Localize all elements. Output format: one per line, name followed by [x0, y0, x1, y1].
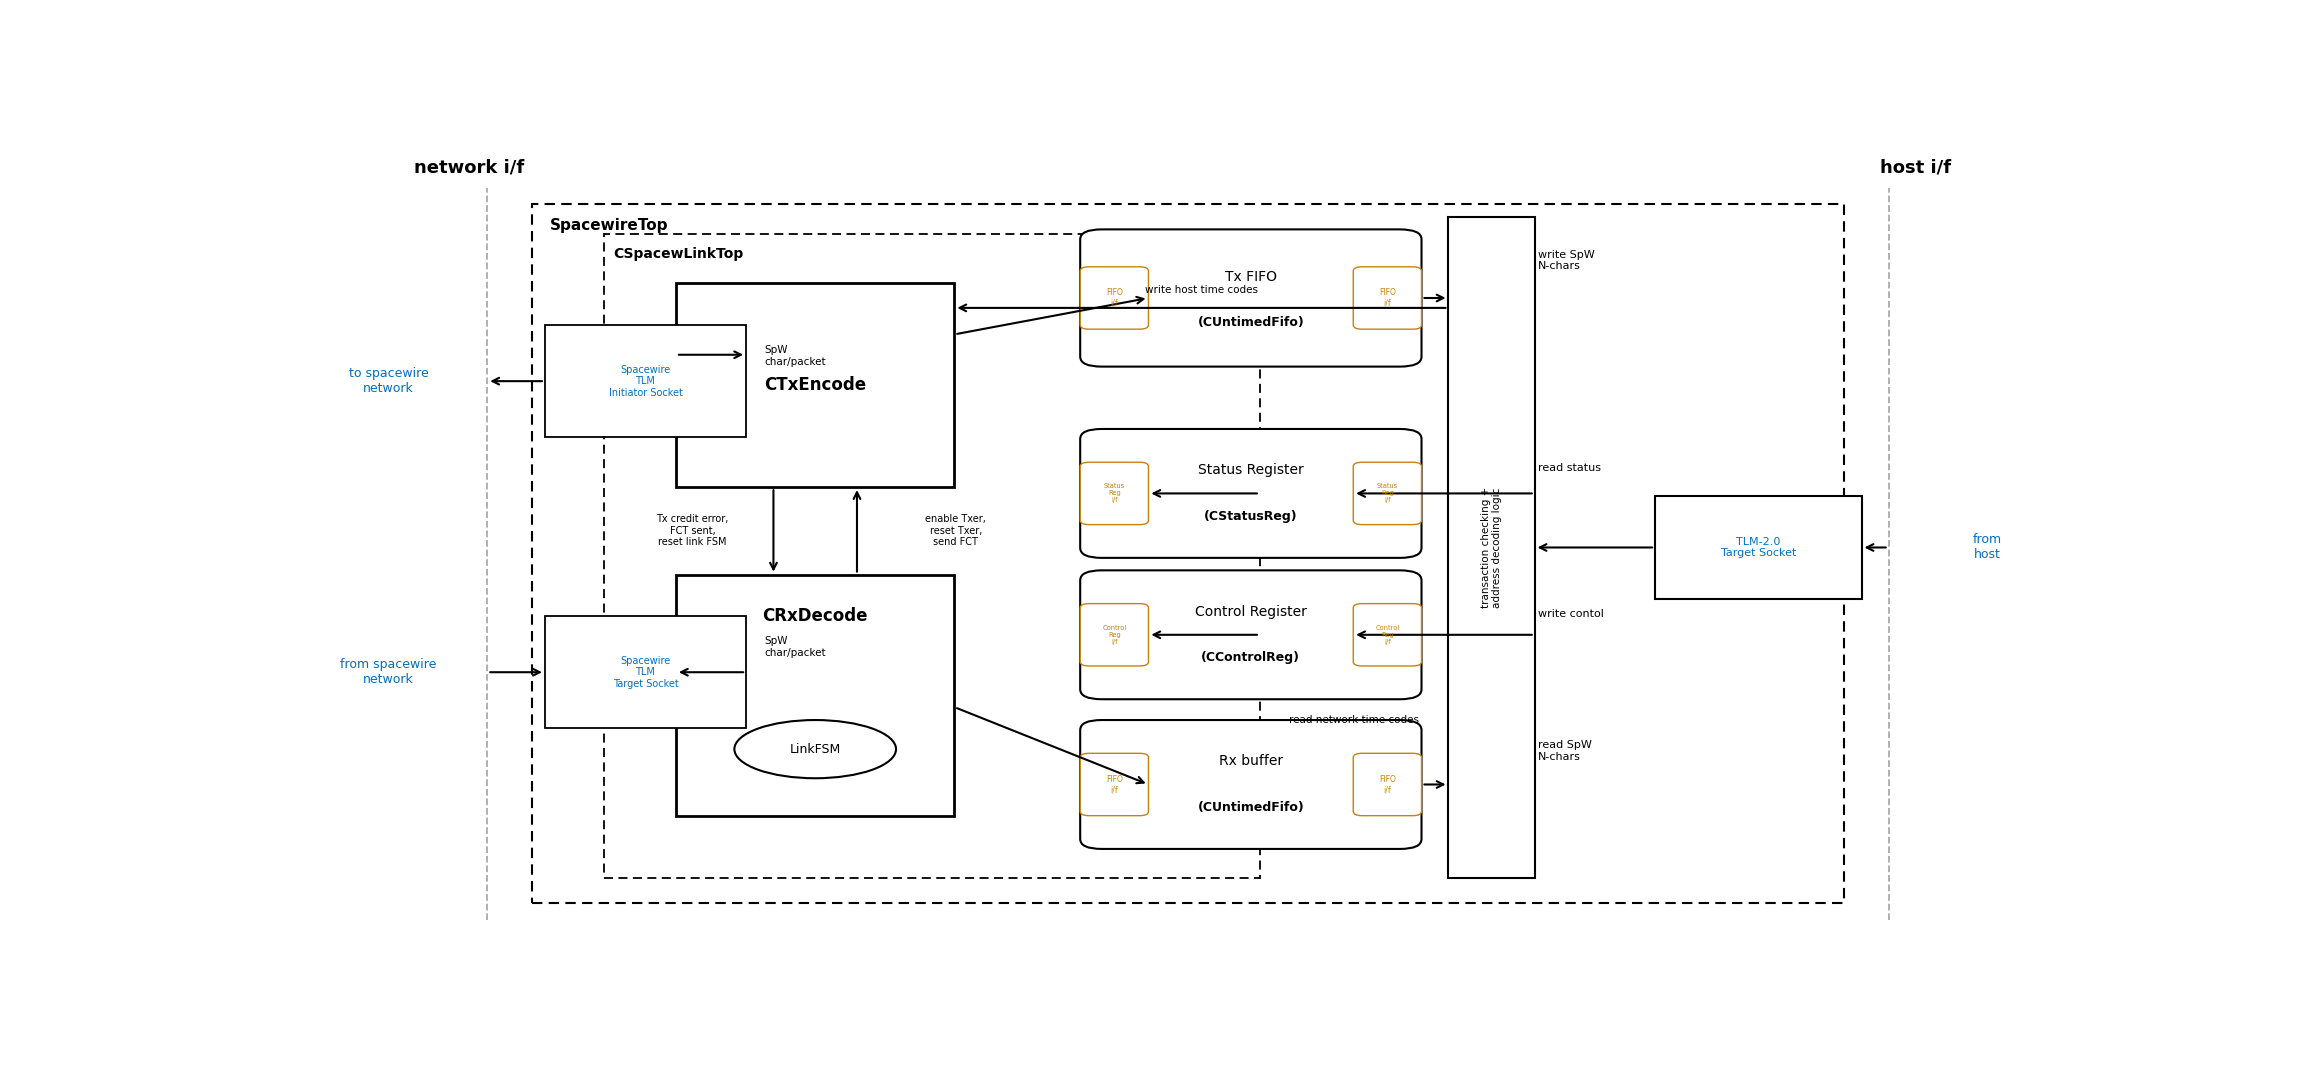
FancyBboxPatch shape	[1080, 754, 1147, 815]
Text: to spacewire
network: to spacewire network	[348, 367, 429, 395]
Text: Spacewire
TLM
Target Socket: Spacewire TLM Target Socket	[612, 656, 679, 689]
Text: Tx FIFO: Tx FIFO	[1224, 270, 1277, 284]
Bar	[677, 283, 955, 487]
Bar	[1655, 496, 1861, 599]
Text: Control
Reg
i/f: Control Reg i/f	[1101, 625, 1127, 645]
Text: write contol: write contol	[1539, 609, 1604, 619]
Text: read network time codes: read network time codes	[1289, 715, 1419, 725]
Text: transaction checking +
address decoding logic: transaction checking + address decoding …	[1481, 487, 1502, 608]
Text: Status
Reg
i/f: Status Reg i/f	[1103, 484, 1124, 503]
FancyBboxPatch shape	[1080, 570, 1421, 699]
Text: Rx buffer: Rx buffer	[1219, 754, 1282, 768]
FancyBboxPatch shape	[1080, 267, 1147, 329]
Text: CSpacewLinkTop: CSpacewLinkTop	[614, 247, 744, 261]
Text: FIFO
i/f: FIFO i/f	[1379, 774, 1395, 794]
Text: TLM-2.0
Target Socket: TLM-2.0 Target Socket	[1720, 537, 1796, 558]
FancyBboxPatch shape	[1080, 429, 1421, 558]
Text: Control
Reg
i/f: Control Reg i/f	[1375, 625, 1400, 645]
Text: read status: read status	[1539, 463, 1602, 473]
FancyBboxPatch shape	[1080, 462, 1147, 525]
Bar	[545, 325, 746, 437]
Text: enable Txer,
reset Txer,
send FCT: enable Txer, reset Txer, send FCT	[925, 514, 985, 548]
Bar	[545, 616, 746, 728]
Text: read SpW
N-chars: read SpW N-chars	[1539, 741, 1592, 762]
FancyBboxPatch shape	[1354, 267, 1421, 329]
FancyBboxPatch shape	[1354, 604, 1421, 666]
Text: (CUntimedFifo): (CUntimedFifo)	[1198, 801, 1305, 814]
Text: Status Register: Status Register	[1198, 463, 1303, 477]
Text: (CUntimedFifo): (CUntimedFifo)	[1198, 316, 1305, 329]
Text: FIFO
i/f: FIFO i/f	[1379, 288, 1395, 308]
Text: from
host: from host	[1973, 534, 2003, 562]
Ellipse shape	[735, 720, 897, 779]
Text: (CStatusReg): (CStatusReg)	[1203, 510, 1298, 523]
Text: network i/f: network i/f	[415, 158, 524, 176]
Text: (CControlReg): (CControlReg)	[1201, 651, 1300, 664]
FancyBboxPatch shape	[1080, 720, 1421, 849]
Text: Spacewire
TLM
Initiator Socket: Spacewire TLM Initiator Socket	[610, 365, 681, 397]
FancyBboxPatch shape	[1354, 754, 1421, 815]
Text: FIFO
i/f: FIFO i/f	[1106, 774, 1122, 794]
Text: SpacewireTop: SpacewireTop	[549, 218, 668, 232]
Text: SpW
char/packet: SpW char/packet	[765, 346, 825, 367]
Text: Control Register: Control Register	[1194, 605, 1307, 619]
Text: write SpW
N-chars: write SpW N-chars	[1539, 249, 1595, 271]
Text: FIFO
i/f: FIFO i/f	[1106, 288, 1122, 308]
Text: Status
Reg
i/f: Status Reg i/f	[1377, 484, 1398, 503]
Bar	[605, 233, 1261, 878]
FancyBboxPatch shape	[1354, 462, 1421, 525]
Text: host i/f: host i/f	[1880, 158, 1952, 176]
Text: from spacewire
network: from spacewire network	[341, 658, 436, 686]
Text: SpW
char/packet: SpW char/packet	[765, 636, 825, 658]
Text: LinkFSM: LinkFSM	[790, 743, 841, 756]
Text: Tx credit error,
FCT sent,
reset link FSM: Tx credit error, FCT sent, reset link FS…	[656, 514, 728, 548]
Bar	[1449, 217, 1535, 878]
Bar	[533, 204, 1843, 903]
FancyBboxPatch shape	[1080, 604, 1147, 666]
Text: CRxDecode: CRxDecode	[763, 607, 867, 625]
Text: CTxEncode: CTxEncode	[765, 376, 867, 394]
FancyBboxPatch shape	[1080, 229, 1421, 366]
Bar	[677, 575, 955, 815]
Text: write host time codes: write host time codes	[1145, 285, 1259, 295]
